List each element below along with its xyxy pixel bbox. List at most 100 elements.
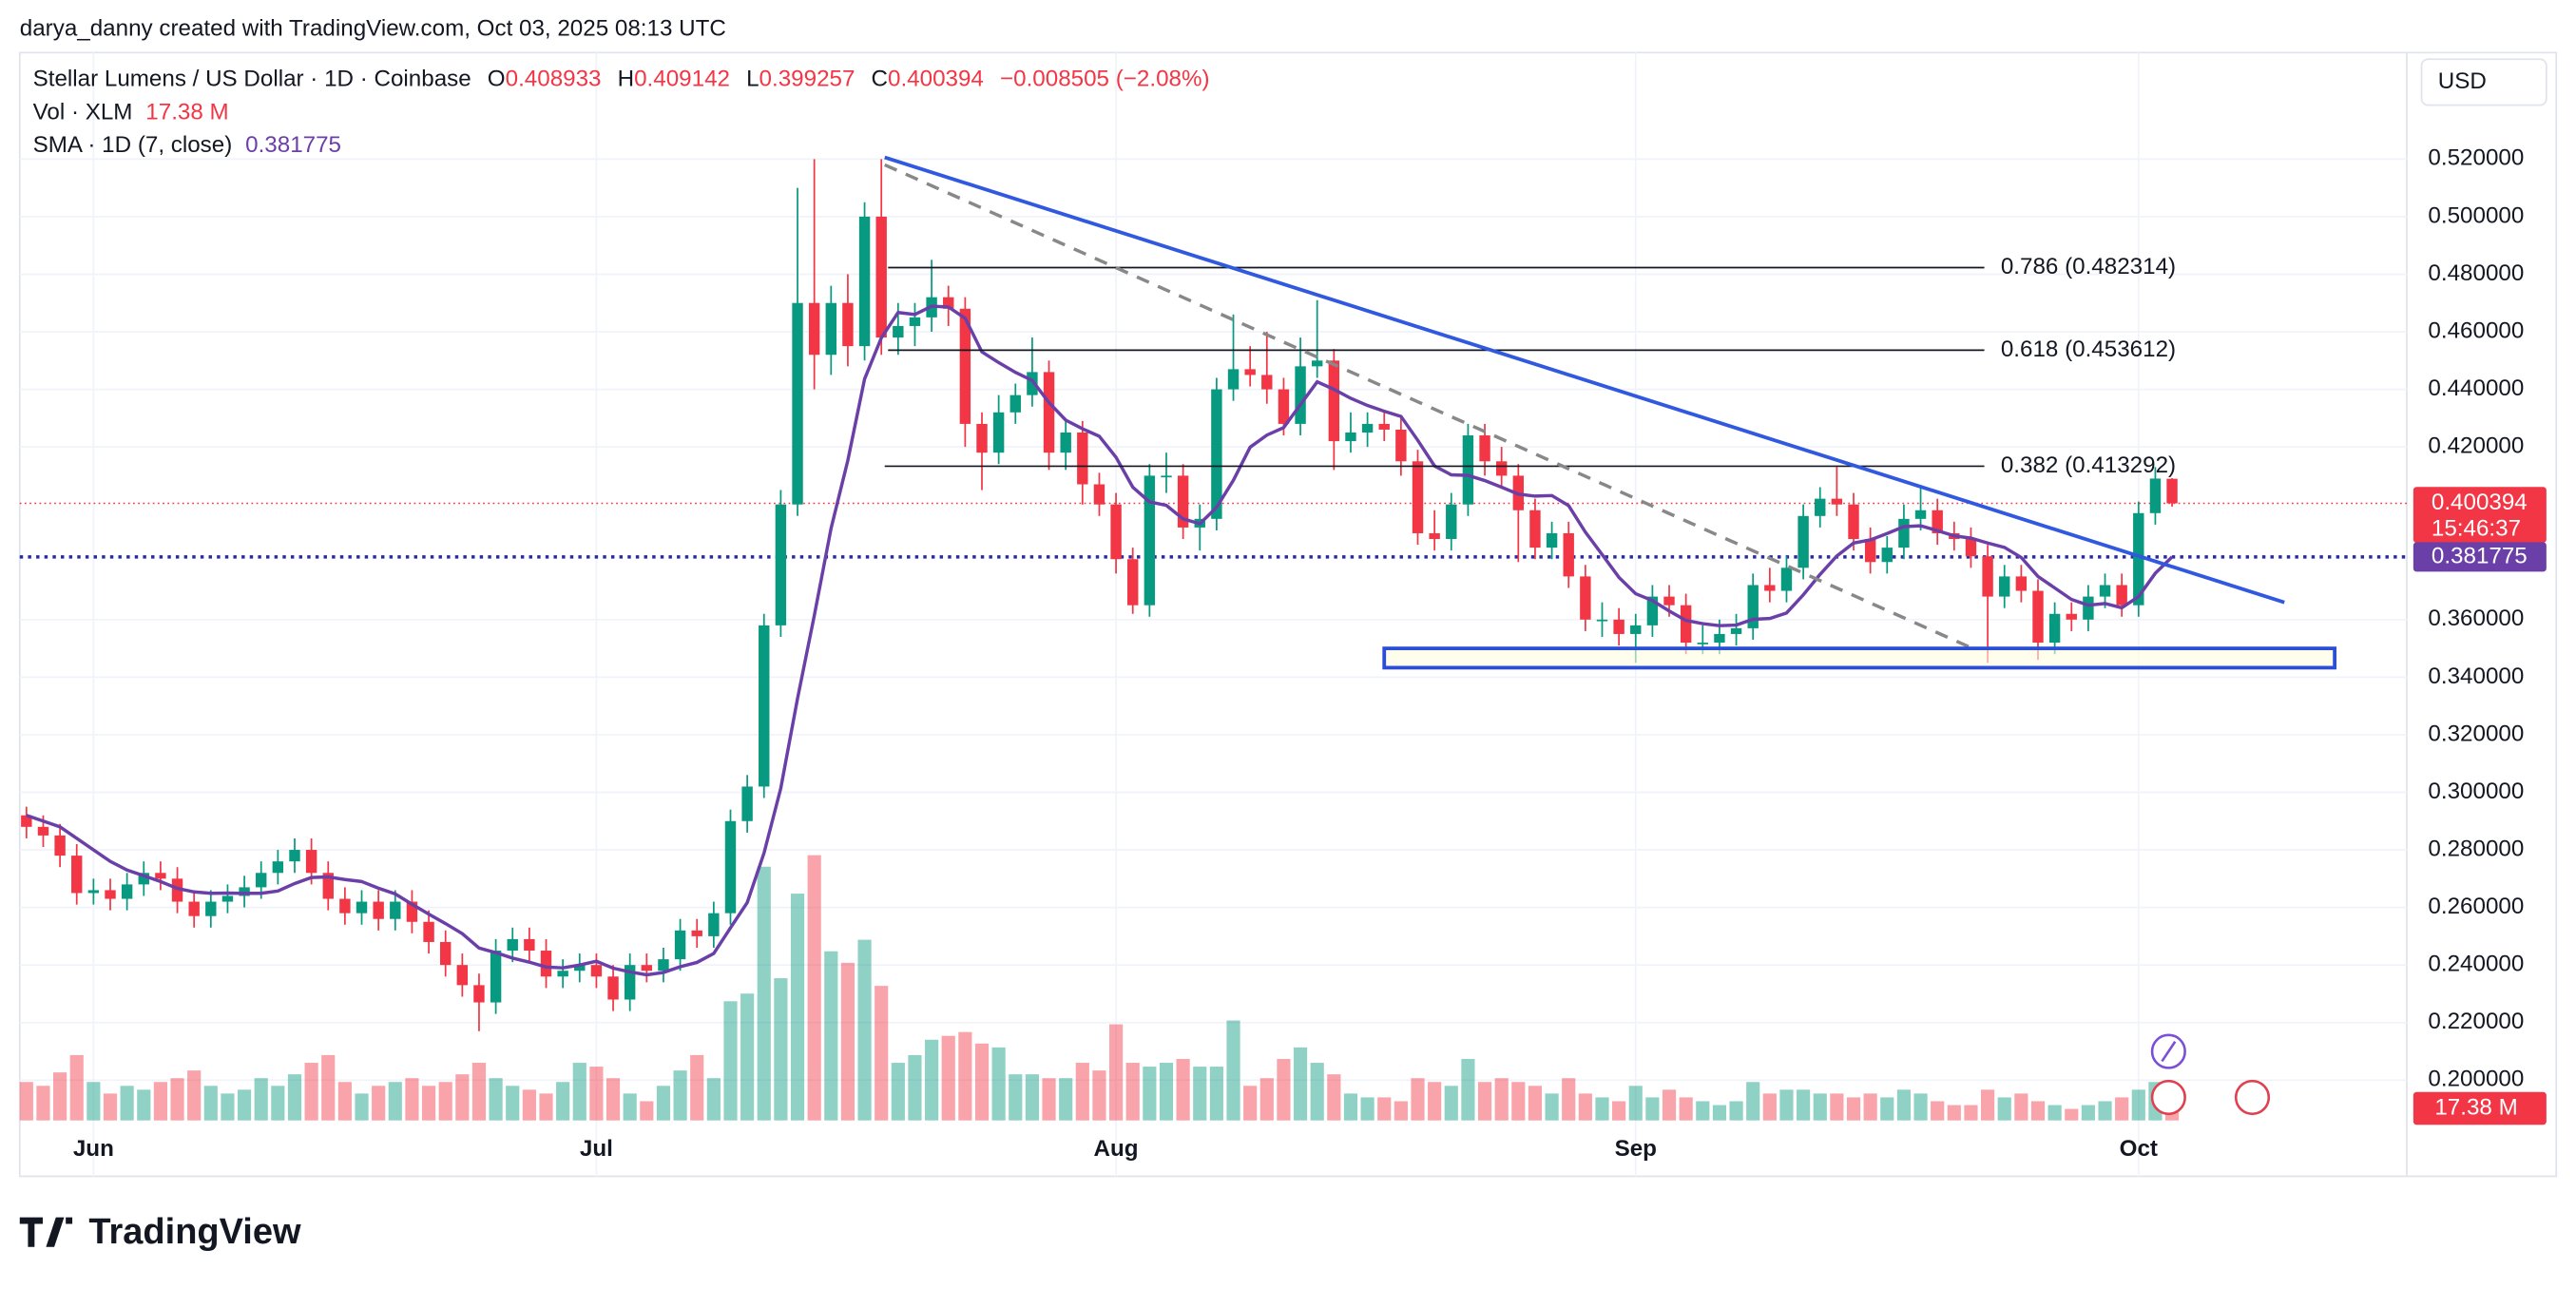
volume-bar: [1729, 1101, 1743, 1121]
candle-body: [37, 826, 49, 836]
credit: darya_danny created with TradingView.com…: [20, 15, 726, 41]
candle-body: [105, 890, 116, 899]
volume-bar: [2047, 1105, 2062, 1121]
candle-body: [1580, 576, 1591, 620]
candle-body: [1831, 498, 1843, 505]
candle-body: [21, 815, 32, 827]
candle-body: [1780, 568, 1793, 591]
volume-bar: [1779, 1089, 1794, 1121]
candle-body: [708, 913, 720, 936]
candle-body: [439, 941, 452, 966]
candle-body: [943, 297, 954, 309]
volume-bar: [908, 1054, 922, 1121]
candle-body: [875, 216, 887, 338]
candle-body: [71, 856, 83, 894]
y-tick-label: 0.300000: [2428, 779, 2524, 804]
candle-body: [1646, 596, 1659, 625]
volume-bar: [925, 1039, 939, 1121]
candle-body: [1764, 585, 1776, 591]
plot: 0.786 (0.482314) 0.618 (0.453612) 0.382 (0…: [19, 52, 2407, 1177]
volume-bar: [1913, 1093, 1928, 1121]
volume-bar: [1863, 1093, 1877, 1121]
candle-body: [205, 901, 217, 916]
candle-body: [674, 930, 686, 960]
candle-body: [138, 873, 149, 885]
candle-body: [1462, 435, 1474, 505]
candle-body: [2166, 478, 2178, 504]
x-tick-label: Sep: [1615, 1136, 1657, 1162]
volume-bar: [1997, 1097, 2011, 1121]
candle-body: [1278, 389, 1290, 424]
candle-body: [1797, 515, 1809, 568]
volume-bar: [1645, 1097, 1660, 1121]
candle-body: [1060, 432, 1071, 453]
volume-bar: [1931, 1101, 1945, 1121]
candle-body: [1932, 510, 1943, 533]
y-tick-label: 0.200000: [2428, 1067, 2524, 1092]
volume-bar: [2065, 1108, 2079, 1121]
sma-price-label: 0.381775: [2432, 543, 2528, 568]
candle-body: [305, 850, 317, 874]
candle-body: [574, 965, 586, 972]
volume-bar: [1159, 1063, 1174, 1121]
volume-bar: [304, 1063, 318, 1121]
candle-body: [959, 308, 971, 424]
sma-value: 0.381775: [245, 132, 341, 158]
volume-bar: [807, 855, 821, 1121]
candle-body: [1479, 435, 1490, 462]
volume-bar: [1679, 1097, 1693, 1121]
candle-body: [590, 965, 603, 977]
candle-body: [406, 901, 418, 922]
volume-bar: [1411, 1078, 1425, 1121]
volume-bar: [1310, 1063, 1324, 1121]
candle-body: [1311, 360, 1323, 367]
volume-bar: [522, 1089, 536, 1121]
candle-body: [221, 895, 234, 902]
candle-body: [2048, 613, 2061, 644]
y-tick-label: 0.340000: [2428, 664, 2524, 689]
candle-body: [423, 921, 434, 942]
candle-body: [1009, 394, 1021, 413]
candle-body: [1227, 369, 1240, 390]
candle-body: [1982, 556, 1993, 597]
frame: [18, 51, 2558, 1178]
volume-bar: [1461, 1058, 1475, 1121]
candle-body: [1429, 532, 1440, 540]
volume-bar: [1042, 1078, 1056, 1121]
candle-body: [473, 985, 485, 1003]
candle-body: [759, 625, 770, 787]
y-tick-label: 0.420000: [2428, 433, 2524, 459]
volume-bar: [287, 1074, 302, 1121]
currency-button[interactable]: [2420, 58, 2547, 106]
volume-bar: [337, 1082, 352, 1121]
candle-body: [1077, 432, 1088, 485]
volume-bar: [1830, 1093, 1844, 1121]
candle-body: [1563, 532, 1574, 577]
candle-body: [272, 861, 284, 874]
candle-body: [1144, 475, 1156, 606]
volume-bar: [1243, 1086, 1258, 1121]
candle-body: [256, 873, 267, 888]
candle-body: [825, 302, 836, 356]
volume-bar: [471, 1063, 487, 1121]
volume-bar: [1696, 1101, 1710, 1121]
volume-bar: [1562, 1078, 1576, 1121]
candle-body: [1613, 619, 1624, 634]
candle-body: [456, 965, 469, 986]
y-tick-label: 0.220000: [2428, 1009, 2524, 1034]
volume-bar: [203, 1086, 218, 1121]
last-price-tag: [2413, 487, 2547, 543]
candle-body: [2032, 590, 2044, 644]
candle-body: [893, 325, 904, 338]
icon: [2161, 1041, 2177, 1063]
volume-bar: [1444, 1086, 1458, 1121]
y-tick-label: 0.280000: [2428, 836, 2524, 861]
candle-body: [490, 951, 502, 1003]
volume-bar: [1511, 1082, 1526, 1121]
candle-body: [1630, 625, 1642, 634]
volume-bar: [1528, 1086, 1543, 1121]
volume-bar: [790, 894, 805, 1121]
volume-bar: [623, 1093, 637, 1121]
candle-body: [1161, 475, 1172, 478]
